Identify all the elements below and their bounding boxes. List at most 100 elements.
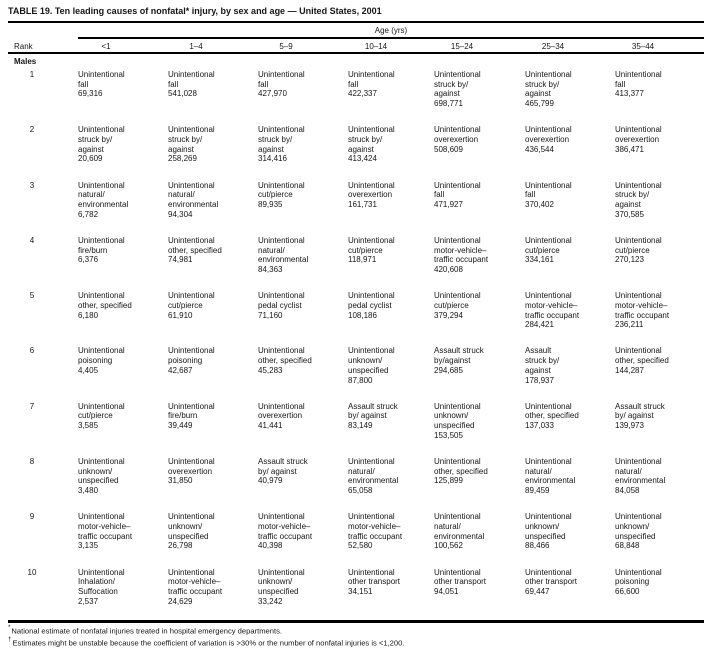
rank-cell: 3 bbox=[29, 180, 35, 190]
estimate-value: 413,377 bbox=[615, 89, 644, 99]
estimate-value: 61,910 bbox=[168, 310, 193, 320]
cause-text: Unintentional motor-vehicle– traffic occ… bbox=[78, 512, 133, 541]
estimate-value: 40,979 bbox=[258, 476, 283, 486]
estimate-value: 3,585 bbox=[78, 421, 99, 431]
cause-text: Unintentional motor-vehicle– traffic occ… bbox=[525, 291, 580, 320]
injury-cell: Unintentional unknown/ unspecified 33,242 bbox=[258, 568, 348, 623]
cause-text: Unintentional motor-vehicle– traffic occ… bbox=[168, 567, 223, 597]
injury-cell: Unintentional natural/ environmental 94,3… bbox=[168, 181, 258, 236]
injury-cell: Unintentional unknown/ unspecified 68,848 bbox=[615, 512, 709, 567]
footnotes: *National estimate of nonfatal injuries … bbox=[8, 624, 404, 648]
cause-text: Unintentional struck by/ against bbox=[78, 125, 125, 154]
estimate-value: 471,927 bbox=[434, 200, 463, 209]
injury-cell: Unintentional motor-vehicle– traffic occ… bbox=[348, 512, 434, 567]
cause-text: Unintentional other, specified bbox=[525, 401, 579, 421]
rank-cell: 5 bbox=[29, 291, 35, 301]
cause-text: Unintentional natural/ environmental bbox=[78, 180, 129, 209]
injury-cell: Unintentional Inhalation/ Suffocation 2,5… bbox=[78, 568, 168, 623]
estimate-value: 31,850 bbox=[168, 476, 193, 486]
cause-text: Unintentional unknown/ unspecified bbox=[525, 512, 572, 541]
estimate-value: 422,337 bbox=[348, 89, 377, 99]
cause-text: Unintentional other, specified bbox=[168, 235, 222, 255]
injury-cell: Unintentional overexertion 41,441 bbox=[258, 402, 348, 457]
cause-text: Unintentional struck by/ against bbox=[615, 180, 662, 209]
estimate-value: 83,149 bbox=[348, 421, 373, 431]
cause-text: Unintentional other, specified bbox=[434, 457, 488, 476]
estimate-value: 153,505 bbox=[434, 430, 463, 440]
injury-cell: Unintentional other, specified 125,899 bbox=[434, 457, 525, 512]
cause-text: Unintentional motor-vehicle– traffic occ… bbox=[434, 235, 489, 265]
rank-cell: 1 bbox=[29, 70, 35, 79]
estimate-value: 4,405 bbox=[78, 365, 99, 375]
cause-text: Unintentional overexertion bbox=[258, 401, 305, 421]
estimate-value: 420,608 bbox=[434, 265, 463, 274]
cause-text: Unintentional fire/burn bbox=[78, 235, 125, 255]
injury-cell: Unintentional overexertion 386,471 bbox=[615, 125, 709, 180]
cause-text: Unintentional poisoning bbox=[78, 346, 125, 366]
injury-cell: Unintentional overexertion 161,731 bbox=[348, 181, 434, 236]
cause-text: Unintentional unknown/ unspecified bbox=[258, 567, 305, 597]
cause-text: Unintentional fall bbox=[78, 70, 125, 89]
estimate-value: 698,771 bbox=[434, 99, 463, 109]
rank-cell: 7 bbox=[29, 401, 35, 411]
injury-cell: Unintentional pedal cyclist 71,160 bbox=[258, 291, 348, 346]
injury-cell: Assault struck by/ against 139,973 bbox=[615, 402, 709, 457]
cause-text: Unintentional poisoning bbox=[615, 567, 662, 587]
column-header-age-lt1: <1 bbox=[101, 42, 111, 51]
estimate-value: 40,398 bbox=[258, 541, 283, 551]
injury-cell: Unintentional other transport 34,151 bbox=[348, 568, 434, 623]
cause-text: Unintentional overexertion bbox=[434, 125, 481, 144]
estimate-value: 84,363 bbox=[258, 265, 283, 274]
cause-text: Unintentional Inhalation/ Suffocation bbox=[78, 567, 125, 597]
cause-text: Assault struck by/against bbox=[434, 346, 484, 366]
injury-cell: Unintentional natural/ environmental 84,3… bbox=[258, 236, 348, 291]
cause-text: Unintentional fall bbox=[434, 180, 481, 200]
injury-cell: Unintentional unknown/ unspecified 88,466 bbox=[525, 512, 615, 567]
injury-cell: Unintentional natural/ environmental 65,0… bbox=[348, 457, 434, 512]
injury-cell: Unintentional struck by/ against 20,609 bbox=[78, 125, 168, 180]
cause-text: Unintentional natural/ environmental bbox=[348, 457, 399, 486]
cause-text: Unintentional unknown/ unspecified bbox=[434, 401, 481, 431]
estimate-value: 2,537 bbox=[78, 596, 99, 606]
injury-cell: Unintentional poisoning 66,600 bbox=[615, 568, 709, 623]
estimate-value: 258,269 bbox=[168, 154, 197, 164]
estimate-value: 3,135 bbox=[78, 541, 99, 551]
estimate-value: 66,600 bbox=[615, 587, 640, 597]
cause-text: Assault struck by/ against bbox=[258, 457, 308, 476]
cause-text: Unintentional natural/ environmental bbox=[525, 457, 576, 486]
estimate-value: 144,287 bbox=[615, 365, 644, 375]
injury-cell: Unintentional overexertion 436,544 bbox=[525, 125, 615, 180]
cause-text: Unintentional fire/burn bbox=[168, 401, 215, 421]
injury-cell: Unintentional fire/burn 39,449 bbox=[168, 402, 258, 457]
estimate-value: 370,585 bbox=[615, 209, 644, 219]
estimate-value: 94,051 bbox=[434, 587, 459, 597]
estimate-value: 427,970 bbox=[258, 89, 287, 99]
estimate-value: 334,161 bbox=[525, 255, 554, 265]
injury-cell: Unintentional other, specified 74,981 bbox=[168, 236, 258, 291]
cause-text: Unintentional other transport bbox=[434, 567, 487, 587]
footnote-dagger-text: Estimates might be unstable because the … bbox=[12, 638, 405, 648]
injury-cell: Unintentional unknown/ unspecified 26,798 bbox=[168, 512, 258, 567]
cause-text: Unintentional pedal cyclist bbox=[258, 291, 305, 310]
estimate-value: 74,981 bbox=[168, 255, 193, 265]
cause-text: Unintentional fall bbox=[348, 70, 395, 89]
injury-cell: Unintentional cut/pierce 334,161 bbox=[525, 236, 615, 291]
injury-cell: Unintentional motor-vehicle– traffic occ… bbox=[258, 512, 348, 567]
footnote-dagger: †Estimates might be unstable because the… bbox=[8, 636, 404, 648]
cause-text: Unintentional other transport bbox=[525, 567, 578, 587]
estimate-value: 236,211 bbox=[615, 320, 644, 330]
estimate-value: 69,316 bbox=[78, 89, 103, 99]
injury-cell: Unintentional other, specified 45,283 bbox=[258, 346, 348, 401]
injury-cell: Unintentional motor-vehicle– traffic occ… bbox=[615, 291, 709, 346]
estimate-value: 125,899 bbox=[434, 476, 463, 486]
injury-cell: Unintentional other transport 69,447 bbox=[525, 568, 615, 623]
injury-cell: Unintentional natural/ environmental 89,4… bbox=[525, 457, 615, 512]
estimate-value: 541,028 bbox=[168, 89, 197, 99]
cause-text: Unintentional natural/ environmental bbox=[258, 235, 309, 265]
column-header-age-5-9: 5–9 bbox=[279, 42, 293, 51]
table-title: TABLE 19. Ten leading causes of nonfatal… bbox=[8, 6, 382, 16]
column-header-row: Rank <1 1–4 5–9 10–14 15–24 25–34 35–44 bbox=[0, 42, 709, 53]
injury-cell: Unintentional fall 422,337 bbox=[348, 70, 434, 125]
cause-text: Unintentional struck by/ against bbox=[434, 70, 481, 99]
